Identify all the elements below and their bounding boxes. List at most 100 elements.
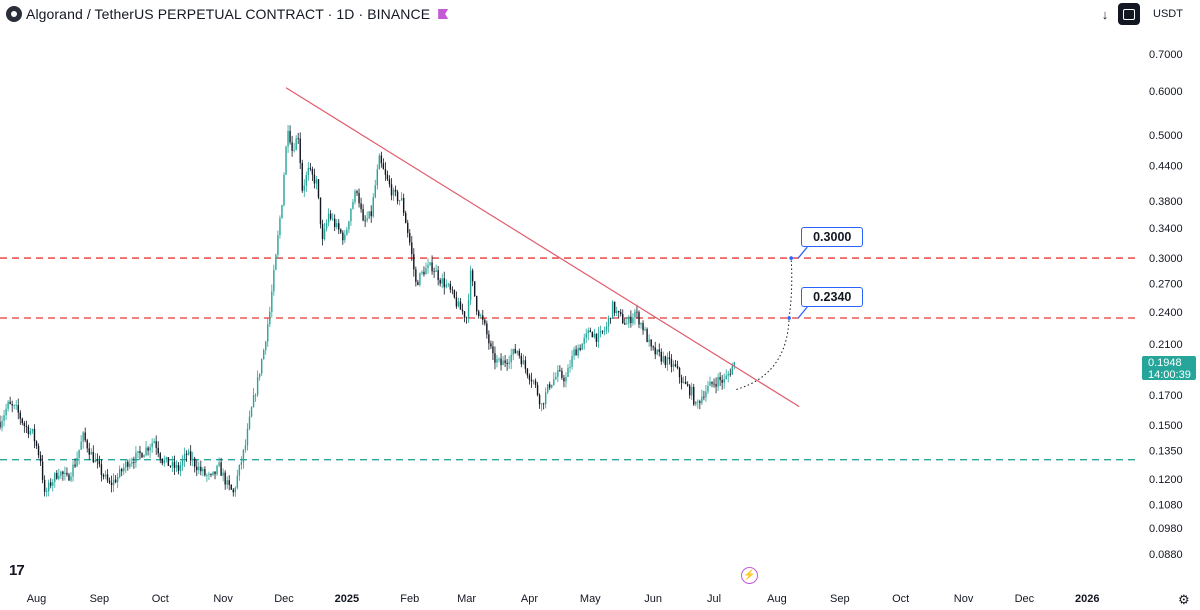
candle <box>305 171 308 192</box>
candle-body <box>246 428 249 446</box>
candle-body <box>404 212 407 223</box>
candle-body <box>705 391 707 398</box>
candle <box>559 365 561 372</box>
candle-body <box>106 474 109 481</box>
candle <box>603 326 606 336</box>
download-icon[interactable]: ↓ <box>1101 6 1109 22</box>
candle-body <box>1 420 3 428</box>
candle-body <box>352 202 354 209</box>
candle <box>707 380 709 394</box>
candle-body <box>248 416 251 429</box>
target-annotation-lower[interactable]: 0.2340 <box>801 286 864 307</box>
candle-body <box>226 480 228 485</box>
candle-body <box>664 356 667 365</box>
candle <box>725 369 727 380</box>
candle <box>693 383 695 406</box>
candle <box>585 328 587 344</box>
candle-body <box>453 290 456 298</box>
window-toggle-icon[interactable] <box>1118 3 1140 25</box>
candle <box>358 188 360 208</box>
candle <box>66 467 68 477</box>
tradingview-logo-icon[interactable]: 17 <box>9 562 25 579</box>
x-tick-label: 2025 <box>335 593 359 605</box>
candle <box>7 400 9 412</box>
candle <box>650 339 652 351</box>
candle <box>380 151 383 168</box>
candle <box>149 443 151 458</box>
candle <box>433 267 435 278</box>
candle <box>368 211 370 220</box>
candle <box>630 310 632 328</box>
candle <box>236 469 239 490</box>
candle-body <box>384 169 387 175</box>
candle <box>354 189 356 205</box>
candle-body <box>133 462 135 464</box>
x-tick-label: May <box>580 593 601 605</box>
candle <box>467 293 470 323</box>
candle <box>303 179 305 198</box>
candle <box>486 320 488 339</box>
candle <box>58 468 60 481</box>
candle-body <box>100 464 103 476</box>
candle-body <box>709 381 711 386</box>
candle-body <box>409 232 411 243</box>
candle-body <box>242 449 245 462</box>
candle <box>622 309 624 324</box>
candle <box>175 460 178 473</box>
target-annotation-upper[interactable]: 0.3000 <box>801 227 864 248</box>
candle <box>331 213 334 221</box>
candle <box>212 471 214 476</box>
candle-body <box>72 464 74 477</box>
candle-body <box>555 376 557 380</box>
candle <box>402 193 405 216</box>
candle-body <box>427 264 429 269</box>
candle <box>654 341 656 360</box>
candle-body <box>139 451 141 454</box>
candle <box>348 220 350 234</box>
candle-body <box>729 373 731 375</box>
candle <box>254 393 257 402</box>
flag-icon[interactable] <box>438 9 449 19</box>
candle <box>11 400 13 413</box>
candle-body <box>58 475 60 479</box>
candle-body <box>204 469 206 476</box>
candle <box>256 370 259 397</box>
candle-body <box>285 146 287 175</box>
candle-body <box>640 323 642 325</box>
candle <box>431 255 433 275</box>
candle <box>473 281 476 297</box>
y-tick-label: 0.1080 <box>1149 499 1183 511</box>
time-axis[interactable]: Aug Sep Oct Nov Dec 2025 Feb Mar Apr May Jun Jul Aug… <box>27 593 1100 605</box>
candle <box>125 459 127 473</box>
candle <box>362 204 364 222</box>
candle <box>634 308 636 325</box>
candle <box>137 450 139 459</box>
candle-body <box>118 469 121 478</box>
candle <box>9 396 11 405</box>
last-price-tag: 0.1948 14:00:39 <box>1142 356 1196 381</box>
candle <box>394 185 397 197</box>
candle-body <box>317 179 320 198</box>
candle <box>461 303 464 315</box>
candle-body <box>613 301 616 313</box>
candle-body <box>169 465 172 467</box>
currency-selector[interactable]: USDT <box>1153 8 1183 20</box>
candle <box>729 368 731 377</box>
candle <box>536 382 539 397</box>
candle-body <box>727 373 729 376</box>
price-axis[interactable]: 0.7000 0.6000 0.5000 0.4400 0.3800 0.3400 0.30… <box>1149 49 1183 561</box>
gear-icon[interactable]: ⚙ <box>1178 592 1190 607</box>
symbol-title[interactable]: Algorand / TetherUS PERPETUAL CONTRACT ·… <box>26 6 431 22</box>
candle-body <box>390 184 393 196</box>
candle-body <box>530 379 533 382</box>
candle-body <box>275 254 277 270</box>
candle-body <box>575 349 577 356</box>
candle-body <box>654 347 656 355</box>
candle-body <box>25 425 28 427</box>
candle <box>662 351 665 364</box>
candle <box>652 345 654 351</box>
candle <box>155 435 157 455</box>
lightning-icon[interactable]: ⚡ <box>741 567 758 584</box>
candle <box>678 366 681 384</box>
